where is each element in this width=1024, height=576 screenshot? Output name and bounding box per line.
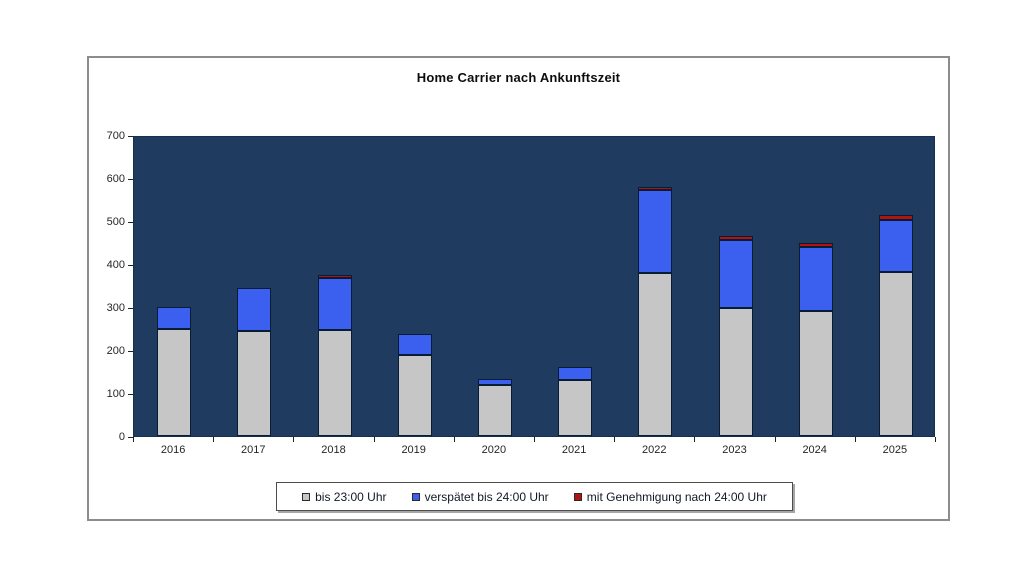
x-tick-mark <box>453 437 455 442</box>
y-tick-label: 600 <box>106 173 125 185</box>
x-tick-label: 2019 <box>401 444 426 456</box>
bar-segment <box>878 220 913 272</box>
bar-segment <box>718 240 753 308</box>
x-tick-mark <box>694 437 696 442</box>
bar-2020 <box>477 379 512 436</box>
legend-swatch-icon <box>411 492 420 501</box>
bar-segment <box>317 278 352 330</box>
bar-segment <box>798 311 833 436</box>
bar-2023 <box>718 236 753 436</box>
bar-segment <box>558 367 593 380</box>
legend-swatch-icon <box>573 492 582 501</box>
bar-segment <box>157 307 192 329</box>
bar-segment <box>878 272 913 436</box>
x-tick-mark <box>293 437 295 442</box>
y-tick-mark <box>128 264 133 266</box>
bar-2022 <box>638 187 673 436</box>
legend-label: mit Genehmigung nach 24:00 Uhr <box>586 489 767 504</box>
x-tick-label: 2023 <box>722 444 747 456</box>
chart-title: Home Carrier nach Ankunftszeit <box>416 70 621 85</box>
y-tick-label: 400 <box>106 259 125 271</box>
x-tick-mark <box>133 437 134 442</box>
y-tick-label: 500 <box>106 216 125 228</box>
y-tick-label: 100 <box>106 388 125 400</box>
x-tick-mark <box>935 437 936 442</box>
y-tick-mark <box>128 135 133 137</box>
bar-segment <box>638 187 673 190</box>
chart-container: Home Carrier nach Ankunftszeit 0 100 200 30… <box>87 56 950 521</box>
y-tick-label: 200 <box>106 345 125 357</box>
bar-segment <box>798 243 833 247</box>
legend-item: verspätet bis 24:00 Uhr <box>411 489 549 504</box>
plot-area <box>133 136 935 437</box>
x-tick-label: 2017 <box>241 444 266 456</box>
bar-2018 <box>317 275 352 436</box>
plot-region: 0 100 200 300 400 500 600 700 2016 2017 2018 2019 2… <box>107 130 936 456</box>
y-tick-mark <box>128 307 133 309</box>
x-tick-label: 2022 <box>642 444 667 456</box>
bar-segment <box>477 379 512 385</box>
bar-segment <box>237 288 272 331</box>
bar-segment <box>718 236 753 240</box>
bar-segment <box>798 247 833 311</box>
bar-segment <box>317 275 352 278</box>
bar-segment <box>638 273 673 436</box>
legend-label: verspätet bis 24:00 Uhr <box>424 489 549 504</box>
bar-segment <box>638 190 673 273</box>
y-tick-mark <box>128 436 133 438</box>
bar-segment <box>157 329 192 436</box>
bar-2019 <box>397 334 432 436</box>
x-tick-mark <box>534 437 535 442</box>
x-tick-label: 2024 <box>802 444 827 456</box>
x-tick-mark <box>213 437 215 442</box>
legend-item: bis 23:00 Uhr <box>302 490 386 504</box>
bar-segment <box>477 385 512 436</box>
legend-item: mit Genehmigung nach 24:00 Uhr <box>573 489 767 504</box>
y-tick-mark <box>128 393 133 395</box>
y-tick-label: 0 <box>118 431 125 443</box>
bar-2025 <box>878 215 913 436</box>
legend: bis 23:00 Uhr verspätet bis 24:00 Uhr mit … <box>276 482 793 511</box>
x-tick-mark <box>614 437 616 442</box>
x-tick-mark <box>854 437 856 442</box>
bar-segment <box>397 334 432 355</box>
bar-2021 <box>558 367 593 436</box>
x-tick-label: 2020 <box>481 444 507 456</box>
bar-segment <box>397 355 432 436</box>
legend-label: bis 23:00 Uhr <box>315 489 387 504</box>
x-tick-mark <box>774 437 776 442</box>
bar-2017 <box>237 288 272 436</box>
legend-swatch-icon <box>302 492 311 501</box>
bar-2024 <box>798 243 833 436</box>
bar-segment <box>237 331 272 436</box>
y-tick-mark <box>128 350 133 352</box>
bar-segment <box>558 380 593 436</box>
bar-segment <box>878 215 913 220</box>
x-tick-label: 2018 <box>321 444 346 456</box>
x-tick-label: 2021 <box>561 444 587 456</box>
bar-segment <box>718 308 753 436</box>
y-tick-mark <box>128 221 133 223</box>
bar-2016 <box>157 307 192 436</box>
y-tick-label: 300 <box>106 302 125 314</box>
x-tick-label: 2016 <box>160 444 186 456</box>
y-tick-mark <box>128 178 133 180</box>
x-tick-mark <box>373 437 375 442</box>
y-tick-label: 700 <box>106 130 125 142</box>
bar-segment <box>317 330 352 436</box>
x-tick-label: 2025 <box>882 444 908 456</box>
